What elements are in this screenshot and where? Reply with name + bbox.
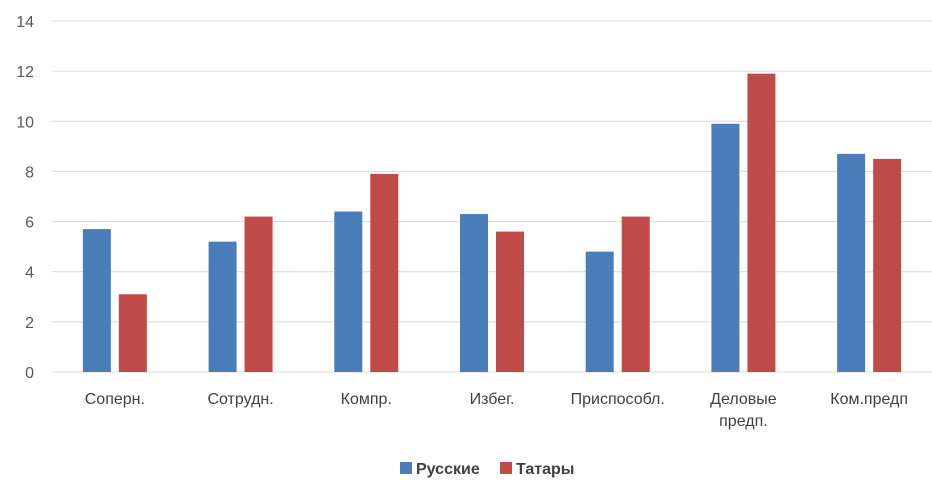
- bar-series1: [208, 241, 237, 372]
- x-category-label: Избег.: [470, 391, 515, 408]
- bar-series2: [496, 231, 524, 372]
- x-category-label: Компр.: [341, 391, 392, 408]
- gridlines: [52, 20, 932, 373]
- bar-series1: [334, 211, 363, 372]
- y-axis-ticks: 0 2 4 6 8 10 12 14: [16, 14, 34, 382]
- y-tick-label: 14: [16, 14, 34, 31]
- x-category-label: Сотрудн.: [207, 391, 273, 408]
- x-axis-labels: Соперн. Сотрудн. Компр. Избег. Приспособл. Де…: [85, 391, 908, 430]
- bar-series2: [370, 173, 399, 372]
- y-tick-label: 4: [25, 265, 34, 282]
- bar-series2: [747, 73, 776, 373]
- legend: Русские Татары: [400, 461, 574, 478]
- bar-series1: [460, 214, 488, 372]
- y-tick-label: 6: [25, 215, 34, 232]
- y-tick-label: 0: [25, 365, 34, 382]
- bar-series1: [711, 123, 740, 373]
- bar-series2: [118, 294, 147, 372]
- bar-series1: [837, 153, 866, 372]
- bar-series2: [244, 216, 273, 372]
- bar-series2: [873, 158, 902, 372]
- y-tick-label: 10: [16, 114, 34, 131]
- x-category-label: Соперн.: [85, 391, 145, 408]
- legend-label: Русские: [416, 461, 480, 478]
- y-tick-label: 2: [25, 315, 34, 332]
- bars: [82, 73, 902, 373]
- x-category-label: Ком.предп: [830, 391, 908, 408]
- bar-series1: [82, 229, 111, 372]
- x-category-label: предп.: [719, 413, 768, 430]
- legend-swatch: [500, 462, 512, 474]
- x-category-label: Приспособл.: [571, 391, 665, 408]
- legend-swatch: [400, 462, 412, 474]
- bar-series1: [585, 251, 614, 372]
- legend-label: Татары: [516, 461, 574, 478]
- bar-series2: [621, 216, 650, 372]
- x-category-label: Деловые: [710, 391, 777, 408]
- y-tick-label: 12: [16, 64, 34, 81]
- y-tick-label: 8: [25, 164, 34, 181]
